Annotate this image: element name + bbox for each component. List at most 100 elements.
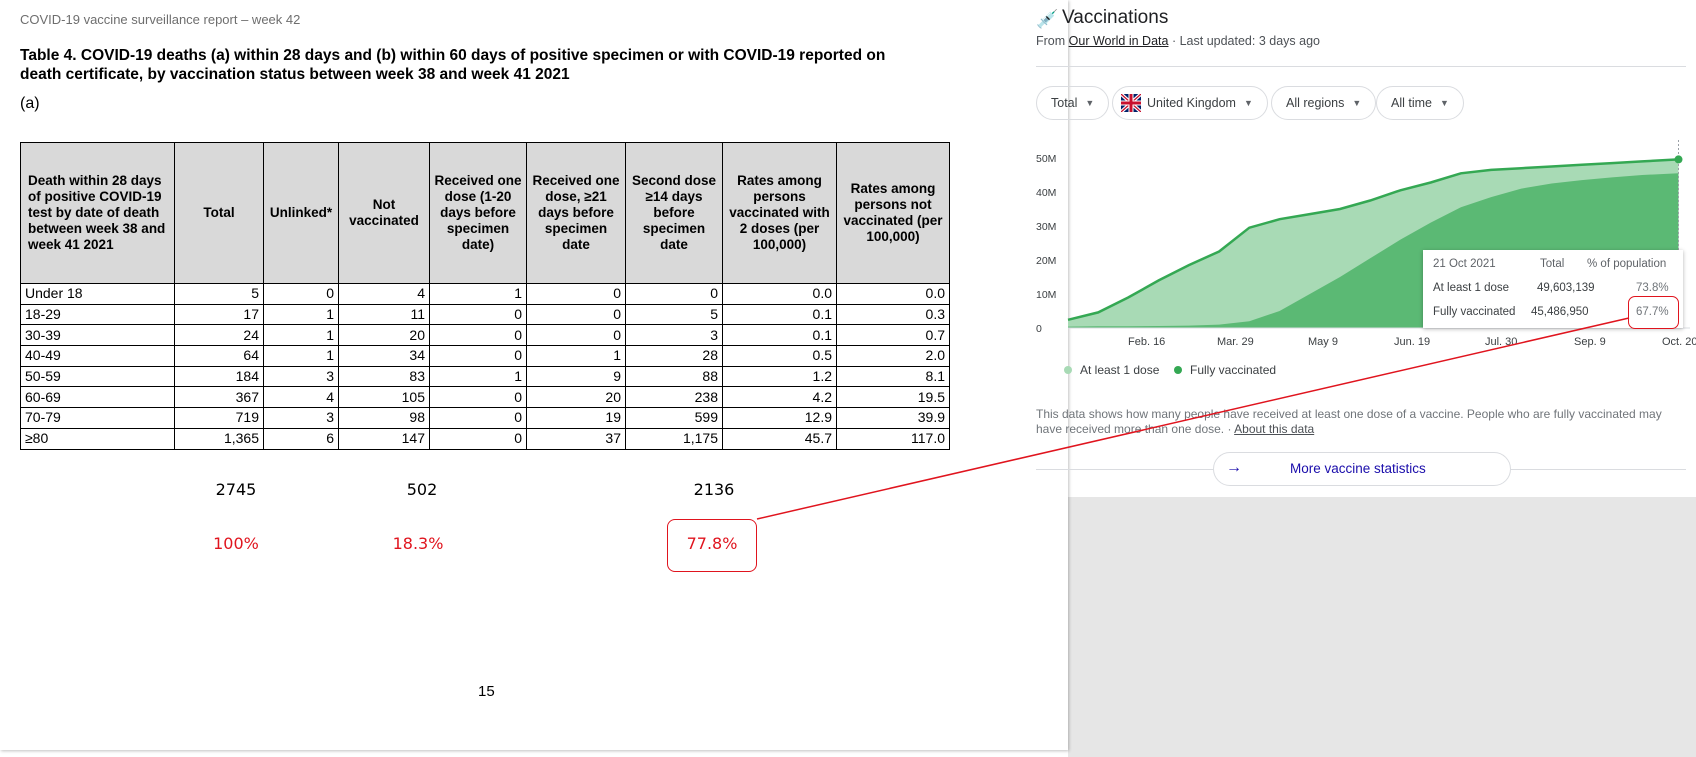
source-prefix: From <box>1036 34 1066 48</box>
tooltip-col-total: Total <box>1540 258 1565 270</box>
legend-label: Fully vaccinated <box>1190 363 1277 377</box>
y-tick-label: 20M <box>1036 255 1057 267</box>
table-cell: 0.5 <box>722 345 837 367</box>
table-cell: 17 <box>174 303 264 326</box>
more-vaccine-statistics-button[interactable]: → More vaccine statistics <box>1213 452 1511 486</box>
table-cell: 5 <box>174 283 264 305</box>
source-link[interactable]: Our World in Data <box>1068 34 1169 48</box>
tooltip-row1-label: At least 1 dose <box>1433 282 1510 294</box>
filter-time-label: All time <box>1391 96 1432 110</box>
table-cell: 39.9 <box>836 407 950 429</box>
chevron-down-icon: ▼ <box>1243 98 1253 108</box>
table-cell: 1 <box>526 345 626 367</box>
arrow-right-icon: → <box>1226 459 1242 476</box>
about-data-link[interactable]: About this data <box>1234 422 1315 436</box>
line-at-least-1-dose <box>1067 158 1679 322</box>
table-cell: 18-29 <box>20 303 175 326</box>
table-cell: 2.0 <box>836 345 950 367</box>
table-cell: 1 <box>263 345 339 367</box>
table-row: Under 18 5 0 4 1 0 0 0.0 0.0 <box>20 283 950 305</box>
table-cell: 4 <box>263 386 339 409</box>
table-cell: 24 <box>174 324 264 347</box>
summary-pct-not-vaccinated: 18.3% <box>392 534 444 553</box>
filter-time[interactable]: All time ▼ <box>1376 86 1464 120</box>
table-cell: 0 <box>625 283 723 305</box>
col-header-one-dose-21: Received one dose, ≥21 days before speci… <box>526 142 626 284</box>
y-tick-label: 30M <box>1036 221 1057 233</box>
table-cell: 117.0 <box>836 427 950 450</box>
table-cell: 3 <box>625 324 723 347</box>
tooltip-date: 21 Oct 2021 <box>1433 258 1496 270</box>
series-end-point[interactable] <box>1674 155 1683 164</box>
col-header-rate-vaccinated: Rates among persons vaccinated with 2 do… <box>722 142 837 284</box>
summary-pct-second-dose: 77.8% <box>686 534 738 553</box>
table-cell: 0 <box>526 283 626 305</box>
table-cell: 88 <box>625 365 723 388</box>
table-cell: 147 <box>338 427 430 450</box>
table-row: 70-79 719 3 98 0 19 599 12.9 39.9 <box>20 407 950 429</box>
table-cell: 0 <box>429 386 527 409</box>
background-area <box>1068 497 1696 757</box>
table-cell: 0.3 <box>836 303 950 326</box>
table-cell: 1 <box>429 283 527 305</box>
y-tick-label: 0 <box>1036 323 1042 335</box>
table-cell: 0 <box>429 427 527 450</box>
filter-regions[interactable]: All regions ▼ <box>1271 86 1377 120</box>
table-cell: 0 <box>526 324 626 347</box>
filter-total[interactable]: Total ▼ <box>1036 86 1110 120</box>
table-cell: 0 <box>263 283 339 305</box>
table-cell: 6 <box>263 427 339 450</box>
table-cell: 83 <box>338 365 430 388</box>
table-header-row: Death within 28 days of positive COVID-1… <box>20 142 950 284</box>
last-updated: · Last updated: 3 days ago <box>1171 34 1320 48</box>
table-cell: 60-69 <box>20 386 175 409</box>
table-cell: 4.2 <box>722 386 837 409</box>
legend-fully-vaccinated[interactable]: Fully vaccinated <box>1174 363 1276 377</box>
tooltip-col-pct: % of population <box>1587 258 1667 270</box>
summary-count-total: 2745 <box>215 480 257 499</box>
col-header-total: Total <box>174 142 264 284</box>
table-cell: Under 18 <box>20 283 175 305</box>
table-cell: 1,175 <box>625 427 723 450</box>
table-cell: 719 <box>174 407 264 429</box>
uk-flag-icon <box>1121 94 1141 112</box>
deaths-table: Death within 28 days of positive COVID-1… <box>20 142 950 450</box>
table-cell: 40-49 <box>20 345 175 367</box>
legend-label: At least 1 dose <box>1080 363 1160 377</box>
table-cell: 28 <box>625 345 723 367</box>
more-button-label: More vaccine statistics <box>1290 461 1426 476</box>
note-separator: · <box>1227 422 1232 436</box>
table-cell: 0 <box>429 324 527 347</box>
table-cell: 1 <box>429 365 527 388</box>
report-header: COVID-19 vaccine surveillance report – w… <box>20 12 301 27</box>
table-row: ≥80 1,365 6 147 0 37 1,175 45.7 117.0 <box>20 427 950 450</box>
filter-total-label: Total <box>1051 96 1078 110</box>
vaccinations-source: From Our World in Data · Last updated: 3… <box>1036 34 1320 48</box>
table-cell: 3 <box>263 407 339 429</box>
table-cell: 30-39 <box>20 324 175 347</box>
table-row: 18-29 17 1 11 0 0 5 0.1 0.3 <box>20 303 950 326</box>
table-row: 40-49 64 1 34 0 1 28 0.5 2.0 <box>20 345 950 367</box>
table-cell: 5 <box>625 303 723 326</box>
table-cell: 0.0 <box>836 283 950 305</box>
filter-country[interactable]: United Kingdom ▼ <box>1112 86 1268 120</box>
table-cell: 0.1 <box>722 303 837 326</box>
table-cell: 19.5 <box>836 386 950 409</box>
table-cell: 238 <box>625 386 723 409</box>
table-cell: 1 <box>263 324 339 347</box>
y-tick-label: 40M <box>1036 187 1057 199</box>
table-cell: 1.2 <box>722 365 837 388</box>
legend-at-least-1-dose[interactable]: At least 1 dose <box>1064 363 1159 377</box>
table-cell: 0.0 <box>722 283 837 305</box>
filter-country-label: United Kingdom <box>1147 96 1236 110</box>
table-title: Table 4. COVID-19 deaths (a) within 28 d… <box>20 47 886 83</box>
highlight-box-chart <box>1628 296 1679 329</box>
col-header-death-window: Death within 28 days of positive COVID-1… <box>20 142 175 284</box>
table-cell: 45.7 <box>722 427 837 450</box>
table-cell: 12.9 <box>722 407 837 429</box>
col-header-one-dose-1-20: Received one dose (1-20 days before spec… <box>429 142 527 284</box>
x-tick-label: May 9 <box>1308 336 1338 348</box>
chevron-down-icon: ▼ <box>1352 98 1362 108</box>
legend-dot <box>1064 366 1072 374</box>
col-header-second-dose: Second dose ≥14 days before specimen dat… <box>625 142 723 284</box>
